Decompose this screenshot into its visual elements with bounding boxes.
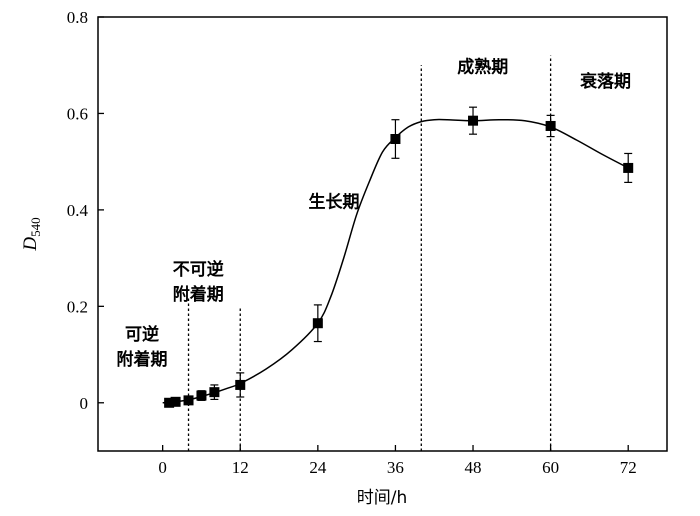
data-point xyxy=(170,396,181,407)
phase-label: 可逆附着期 xyxy=(116,324,167,370)
data-point xyxy=(468,115,479,126)
phase-label-line: 可逆 xyxy=(125,324,159,345)
data-point xyxy=(164,397,175,408)
error-bars xyxy=(165,106,633,406)
phase-label-line: 附着期 xyxy=(116,349,167,370)
phase-label: 不可逆附着期 xyxy=(173,259,224,305)
y-axis-title: D540 xyxy=(20,217,43,251)
x-tick-label: 0 xyxy=(158,458,167,477)
data-point xyxy=(209,387,220,398)
data-point xyxy=(390,134,401,145)
y-tick-label: 0 xyxy=(80,394,89,413)
phase-label-line: 生长期 xyxy=(309,191,360,212)
y-tick-label: 0.6 xyxy=(67,104,88,123)
data-point xyxy=(183,395,194,406)
x-tick-label: 36 xyxy=(387,458,404,477)
data-points xyxy=(164,115,634,408)
plot-area-border xyxy=(97,16,668,452)
fit-curve-layer xyxy=(162,118,629,404)
phase-boundaries xyxy=(187,55,552,451)
plot-frame xyxy=(97,16,668,452)
x-tick-label: 24 xyxy=(309,458,327,477)
fit-curve xyxy=(162,118,629,404)
data-point xyxy=(196,390,207,401)
y-axis-ticks: 0 0.2 0.4 0.6 0.8 xyxy=(67,8,104,413)
data-point xyxy=(545,120,556,131)
x-axis-title: 时间/h xyxy=(357,488,408,508)
phase-label-line: 附着期 xyxy=(173,284,224,305)
x-tick-label: 12 xyxy=(232,458,249,477)
data-point xyxy=(235,379,246,390)
x-tick-label: 60 xyxy=(542,458,559,477)
data-point xyxy=(312,318,323,329)
x-tick-label: 72 xyxy=(620,458,637,477)
y-axis-title-subscript: 540 xyxy=(28,217,43,237)
phase-label: 生长期 xyxy=(309,191,360,212)
phase-label-line: 不可逆 xyxy=(173,259,224,280)
y-tick-label: 0.2 xyxy=(67,297,88,316)
x-axis-ticks: 0 12 24 36 48 60 72 xyxy=(158,445,637,477)
x-tick-label: 48 xyxy=(465,458,482,477)
y-tick-label: 0.4 xyxy=(67,201,89,220)
phase-label-line: 衰落期 xyxy=(579,71,631,92)
phase-label-line: 成熟期 xyxy=(457,56,508,77)
phase-label: 衰落期 xyxy=(579,71,631,92)
data-point xyxy=(623,162,634,173)
y-axis-title-main: D xyxy=(20,237,41,252)
y-tick-label: 0.8 xyxy=(67,8,88,27)
phase-label: 成熟期 xyxy=(457,56,508,77)
